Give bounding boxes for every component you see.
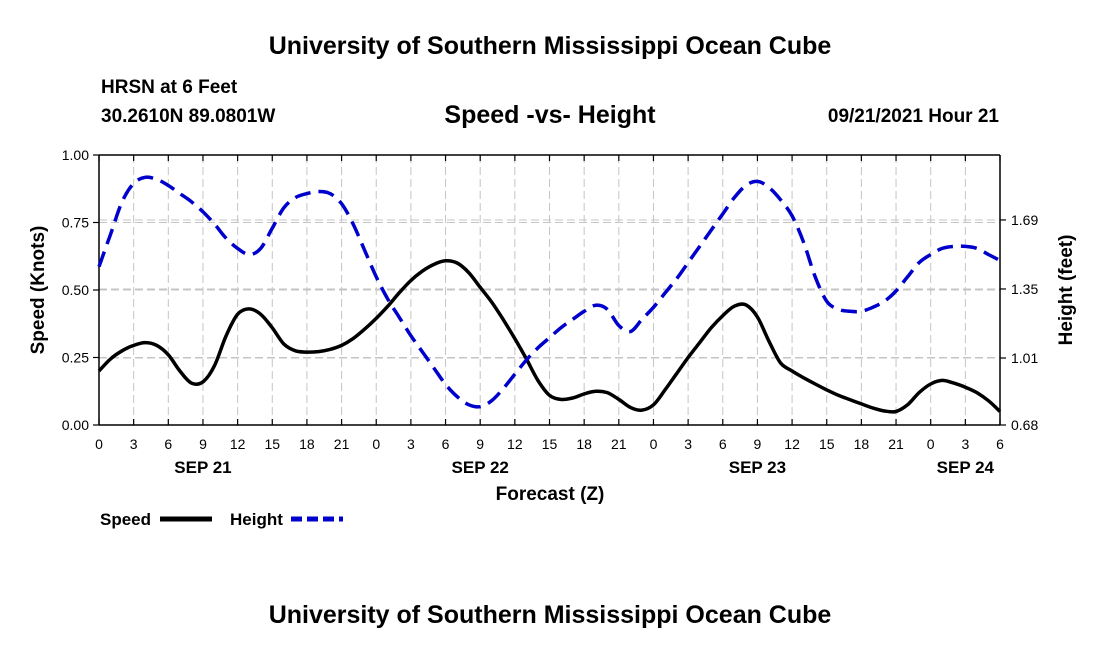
x-tick-label: 3 [130, 436, 138, 452]
station-coordinates: 30.2610N 89.0801W [101, 106, 276, 127]
series-line-speed [97, 259, 1002, 414]
y-tick-label-left: 0.75 [62, 215, 89, 231]
station-label: HRSN at 6 Feet [101, 77, 238, 98]
y-axis-label-right: Height (feet) [1056, 235, 1077, 346]
page-title-bottom: University of Southern Mississippi Ocean… [268, 601, 832, 629]
y-tick-label-right: 1.35 [1011, 281, 1038, 297]
x-tick-label: 12 [230, 436, 246, 452]
x-tick-label: 18 [854, 436, 870, 452]
x-tick-label: 6 [996, 436, 1004, 452]
forecast-run-time: 09/21/2021 Hour 21 [827, 106, 999, 127]
x-tick-label: 15 [542, 436, 558, 452]
y-tick-label-left: 0.25 [62, 350, 89, 366]
x-tick-label: 6 [442, 436, 450, 452]
page-title-top: University of Southern Mississippi Ocean… [268, 32, 832, 60]
x-tick-label: 18 [299, 436, 315, 452]
series-line-height [97, 175, 1001, 409]
x-axis-label: Forecast (Z) [496, 484, 605, 505]
x-tick-label: 18 [576, 436, 592, 452]
x-tick-label: 9 [754, 436, 762, 452]
y-tick-label-left: 1.00 [62, 147, 89, 163]
x-tick-label: 21 [888, 436, 904, 452]
x-tick-label: 0 [927, 436, 935, 452]
x-tick-label: 3 [407, 436, 415, 452]
y-tick-label-left: 0.50 [62, 282, 89, 298]
y-axis-label-left: Speed (Knots) [28, 226, 49, 355]
x-tick-label: 3 [961, 436, 969, 452]
x-tick-label: 21 [611, 436, 627, 452]
series-lines [97, 175, 1002, 414]
legend-label-speed: Speed [100, 510, 151, 529]
axis-ticks: 0 3 6 9 12 15 18 21 0 3 6 9 12 15 18 21 0 3 6 9 12 15 18 21 0 3 6S… [62, 147, 1039, 477]
x-tick-label: 0 [372, 436, 380, 452]
x-tick-label: 6 [164, 436, 172, 452]
x-tick-label: 21 [334, 436, 350, 452]
date-label: SEP 23 [729, 458, 786, 477]
speed-height-chart: 0 3 6 9 12 15 18 21 0 3 6 9 12 15 18 21 0 3 6 9 12 15 18 21 0 3 6S… [28, 147, 1077, 529]
y-tick-label-right: 1.69 [1011, 212, 1038, 228]
x-tick-label: 9 [476, 436, 484, 452]
date-label: SEP 21 [174, 458, 231, 477]
date-label: SEP 22 [452, 458, 509, 477]
date-label: SEP 24 [937, 458, 995, 477]
y-tick-label-right: 0.68 [1011, 417, 1038, 433]
x-tick-label: 6 [719, 436, 727, 452]
grid-lines [99, 155, 1000, 425]
x-tick-label: 9 [199, 436, 207, 452]
y-tick-label-right: 1.01 [1011, 350, 1038, 366]
chart-title: Speed -vs- Height [444, 101, 656, 129]
x-tick-label: 3 [684, 436, 692, 452]
x-tick-label: 12 [784, 436, 800, 452]
legend: Speed Height [100, 510, 343, 529]
x-tick-label: 12 [507, 436, 523, 452]
x-tick-label: 0 [95, 436, 103, 452]
x-tick-label: 0 [650, 436, 658, 452]
x-tick-label: 15 [819, 436, 835, 452]
x-tick-label: 15 [264, 436, 280, 452]
legend-label-height: Height [230, 510, 283, 529]
y-tick-label-left: 0.00 [62, 417, 89, 433]
